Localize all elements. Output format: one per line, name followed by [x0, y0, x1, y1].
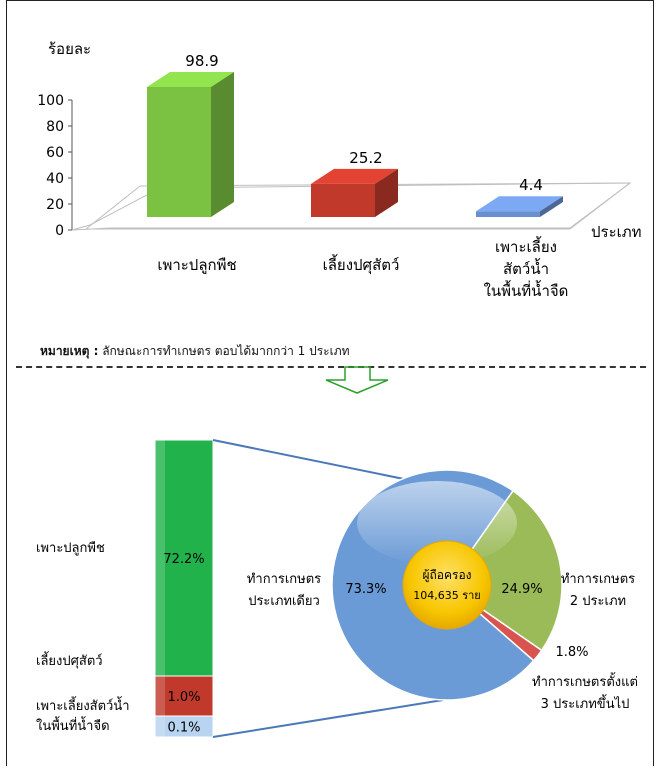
bar — [476, 211, 540, 217]
data-label: 25.2 — [349, 149, 382, 167]
data-label: 4.4 — [519, 176, 543, 194]
y-tick-label: 0 — [55, 223, 64, 239]
bar-chart-3d: 0 20 40 60 80 100 98.9 เพาะปลูกพืช 25.2 เลี้ยงปศ… — [37, 40, 642, 300]
x-axis-label: ประเภท — [591, 223, 642, 241]
footnote: หมายเหตุ : ลักษณะการทำเกษตร ตอบได้มากกว่… — [40, 344, 350, 358]
bar-side-face — [540, 196, 563, 217]
floor-left-edge — [85, 185, 141, 230]
dashed-divider — [16, 366, 646, 368]
y-tick-label: 80 — [46, 119, 64, 135]
y-tick-label: 20 — [46, 197, 64, 213]
y-tick-label: 60 — [46, 145, 64, 161]
bar-side-face — [211, 72, 234, 217]
category-label: เลี้ยงปศุสัตว์ — [323, 254, 400, 275]
y-tick-label: 40 — [46, 171, 64, 187]
y-tick-label: 100 — [37, 93, 64, 109]
category-label: เพาะปลูกพืช — [157, 256, 236, 274]
category-label: เพาะเลี้ยง — [495, 236, 557, 256]
bar-side-face — [375, 168, 398, 217]
bar — [147, 87, 211, 217]
bar-top-face — [311, 168, 398, 184]
y-axis-label: ร้อยละ — [48, 40, 91, 58]
bar-top-face — [476, 196, 563, 212]
floor-right-edge — [569, 182, 631, 230]
bar-top-face — [147, 72, 234, 87]
data-label: 98.9 — [185, 52, 218, 70]
figure-frame — [6, 0, 654, 766]
category-label: ในพื้นที่น้ำจืด — [484, 280, 569, 300]
category-label: สัตว์น้ำ — [503, 258, 549, 278]
bar — [311, 183, 375, 217]
